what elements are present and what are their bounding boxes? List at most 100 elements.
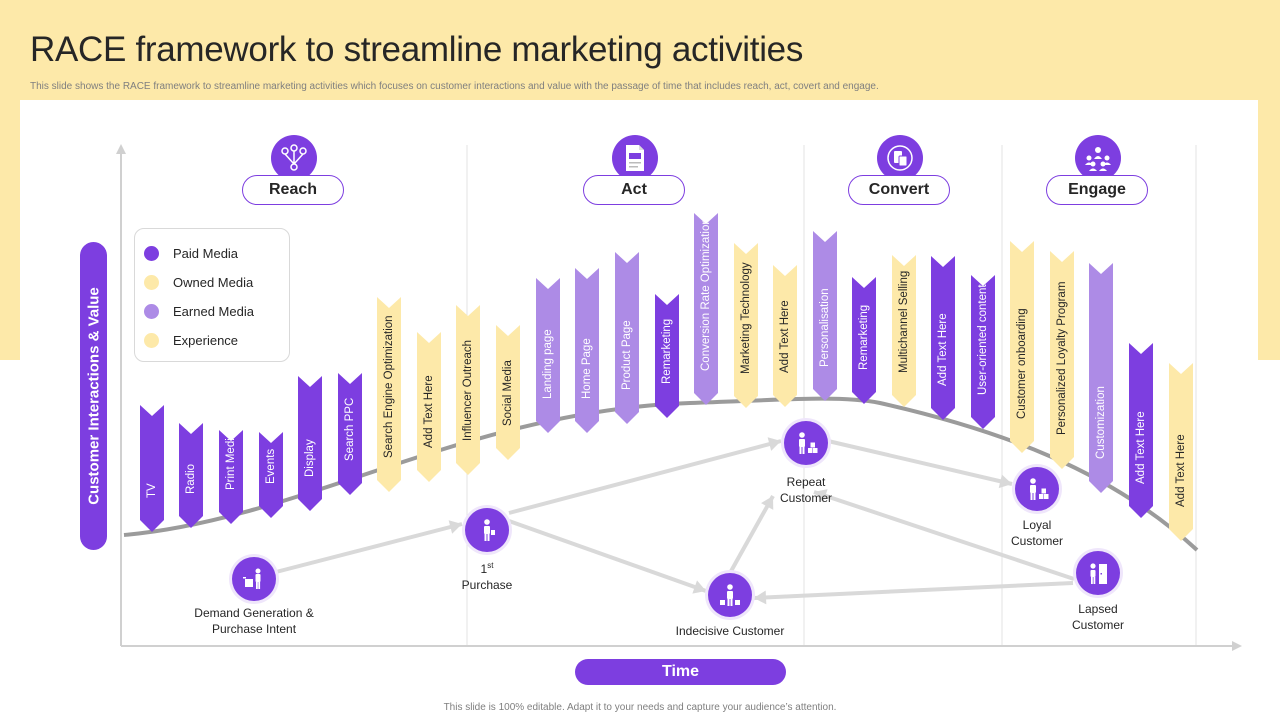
legend-item-owned-media: Owned Media xyxy=(144,273,253,291)
activity-arrow: Radio xyxy=(179,423,203,528)
activity-label: Landing page xyxy=(542,329,554,399)
activity-arrow: Customization xyxy=(1089,263,1113,493)
activity-arrow: Conversion Rate Optimization xyxy=(694,213,718,405)
legend-item-experience: Experience xyxy=(144,331,238,349)
activity-label: TV xyxy=(146,483,158,498)
legend-label: Experience xyxy=(173,332,239,348)
legend-item-paid-media: Paid Media xyxy=(144,244,238,262)
activity-arrow: Print Media xyxy=(219,430,243,524)
activity-label: Customization xyxy=(1095,386,1107,459)
flow-arrow xyxy=(275,522,463,574)
activity-label: Remarketing xyxy=(661,318,673,384)
flow-arrow xyxy=(813,490,1075,581)
activity-label: Remarketing xyxy=(858,304,870,370)
activity-label: Events xyxy=(265,448,277,484)
activity-arrow: Personalisation xyxy=(813,231,837,401)
network-icon xyxy=(271,135,317,181)
activity-arrow: Add Text Here xyxy=(1169,363,1193,541)
legend-label: Earned Media xyxy=(173,303,254,319)
flow-arrowhead xyxy=(814,489,828,503)
person-boxes-icon xyxy=(784,421,828,465)
activity-label: Marketing Technology xyxy=(740,262,752,374)
activity-arrow: Search Engine Optimization xyxy=(377,297,401,492)
stage-label: Lapsed Customer xyxy=(1071,602,1125,632)
activity-arrow: Remarketing xyxy=(852,277,876,404)
flow-arrow xyxy=(753,581,1074,600)
activity-arrow: Landing page xyxy=(536,278,560,433)
phase-label: Act xyxy=(583,175,685,205)
activity-arrow: TV xyxy=(140,405,164,532)
activity-label: Product Page xyxy=(621,320,633,390)
axes xyxy=(116,144,1242,651)
flow-arrow xyxy=(508,439,782,515)
stage-label: Demand Generation & Purchase Intent xyxy=(194,606,314,636)
stage-label: Loyal Customer xyxy=(1010,518,1064,548)
person-door-icon xyxy=(1076,551,1120,595)
flow-arrowhead xyxy=(761,496,774,510)
legend: Paid Media Owned Media Earned Media Expe… xyxy=(134,228,290,362)
legend-label: Paid Media xyxy=(173,245,239,261)
flow-arrowhead xyxy=(692,580,706,594)
flow-arrow xyxy=(508,519,707,593)
activity-arrow: Home Page xyxy=(575,268,599,433)
activity-label: Add Text Here xyxy=(937,313,949,386)
activity-label: Search PPC xyxy=(344,397,356,461)
phase-label: Reach xyxy=(242,175,344,205)
flow-arrowhead xyxy=(448,520,462,534)
x-axis-label: Time xyxy=(575,659,786,685)
activity-label: Multichannel Selling xyxy=(898,270,910,373)
mobile-icon xyxy=(877,135,923,181)
activity-arrow: Search PPC xyxy=(338,373,362,495)
legend-label: Owned Media xyxy=(173,274,254,290)
phase-engage: Engage xyxy=(1046,135,1150,207)
activity-arrow: Display xyxy=(298,376,322,511)
phase-reach: Reach xyxy=(242,135,346,207)
document-icon xyxy=(612,135,658,181)
y-axis-pill xyxy=(80,242,107,550)
activity-label: Conversion Rate Optimization xyxy=(700,218,712,371)
activity-arrow: Product Page xyxy=(615,252,639,424)
activity-label: Personalized Loyalty Program xyxy=(1056,281,1068,435)
phase-convert: Convert xyxy=(848,135,952,207)
phase-label: Engage xyxy=(1046,175,1148,205)
stage-label: Indecisive Customer xyxy=(675,624,785,638)
stage-label: Repeat Customer xyxy=(779,475,833,505)
y-axis-label: Customer Interactions & Value xyxy=(85,287,103,505)
activity-label: Add Text Here xyxy=(1135,411,1147,484)
activity-arrow: Multichannel Selling xyxy=(892,255,916,407)
flow-arrow xyxy=(827,439,1013,486)
value-curve xyxy=(123,396,1199,552)
flow-arrowhead xyxy=(754,590,767,605)
activity-arrow: Social Media xyxy=(496,325,520,460)
activity-label: Add Text Here xyxy=(779,300,791,373)
legend-dot xyxy=(144,332,159,348)
activity-arrow: User-oriented content xyxy=(971,275,995,429)
page-subtitle: This slide shows the RACE framework to s… xyxy=(30,81,879,92)
person-cart-icon xyxy=(232,557,276,601)
legend-dot xyxy=(144,274,159,290)
activity-label: Personalisation xyxy=(819,288,831,367)
flow-arrow xyxy=(728,495,775,574)
activity-label: Customer onboarding xyxy=(1016,308,1028,419)
customer-journey-flow xyxy=(275,437,1075,605)
page-title: RACE framework to streamline marketing a… xyxy=(30,30,804,69)
activity-arrow: Add Text Here xyxy=(931,256,955,420)
activity-arrow: Remarketing xyxy=(655,294,679,418)
activity-label: Search Engine Optimization xyxy=(383,315,395,458)
phase-label: Convert xyxy=(848,175,950,205)
stage-label: 1st Purchase xyxy=(461,561,513,592)
flow-arrowhead xyxy=(998,474,1012,489)
activity-arrow: Personalized Loyalty Program xyxy=(1050,251,1074,469)
activity-label: Add Text Here xyxy=(423,375,435,448)
footer-note: This slide is 100% editable. Adapt it to… xyxy=(443,702,837,713)
activity-arrow: Events xyxy=(259,432,283,518)
activity-arrow: Add Text Here xyxy=(417,332,441,482)
person-icon xyxy=(465,508,509,552)
activity-arrow: Influencer Outreach xyxy=(456,305,480,475)
flow-arrowhead xyxy=(767,437,781,451)
phase-act: Act xyxy=(583,135,687,207)
legend-dot xyxy=(144,303,159,319)
activity-label: Home Page xyxy=(581,338,593,399)
activity-label: Social Media xyxy=(502,360,514,426)
legend-dot xyxy=(144,245,159,261)
